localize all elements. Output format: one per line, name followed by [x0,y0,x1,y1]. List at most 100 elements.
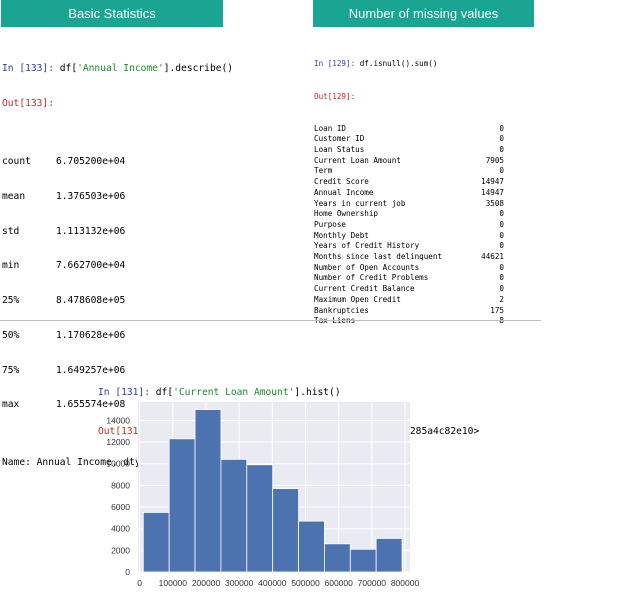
out-prompt: Out[129]: [314,91,356,101]
stat-value: 6.705200e+04 [56,155,126,167]
missing-count: 2 [499,294,504,304]
y-axis-ticks: 0 2000 4000 6000 8000 10000 12000 14000 [106,415,130,577]
stat-value: 1.170628e+06 [56,329,126,341]
missing-row: Loan Status 0 [314,145,504,156]
missing-count: 0 [499,273,504,283]
stat-key: std [2,225,20,237]
stat-value: 8.478608e+05 [56,295,126,307]
column-name: Number of Open Accounts [314,262,420,272]
stat-row: min 7.662700e+04 [2,260,233,272]
missing-row: Annual Income 14947 [314,188,504,199]
histogram-bar [298,520,325,573]
stat-key: 25% [2,295,20,307]
missing-row: Years of Credit History 0 [314,241,504,252]
code-string: 'Annual Income' [77,63,164,75]
y-tick-label: 12000 [106,437,130,447]
histogram-bar [142,512,170,573]
in-prompt: In [133]: [2,63,54,75]
stat-key: mean [2,190,26,202]
missing-row: Years in current job 3508 [314,199,504,210]
missing-count: 7905 [485,155,504,165]
missing-row: Customer ID 0 [314,134,504,145]
in-prompt: In [131]: [98,387,150,398]
stat-row: 25% 8.478608e+05 [2,295,233,307]
histogram-bar [324,543,351,573]
x-tick-label: 800000 [391,578,420,588]
y-tick-label: 6000 [111,502,130,512]
stat-value: 1.113132e+06 [56,225,126,237]
missing-count: 0 [499,262,504,272]
missing-count: 175 [490,305,504,315]
column-name: Tax Liens [314,316,499,327]
missing-count: 0 [499,123,504,133]
x-tick-label: 200000 [192,578,221,588]
stat-row: 50% 1.170628e+06 [2,330,233,342]
stats-rows: count 6.705200e+04 mean 1.376503e+06 std 1.… [2,133,233,434]
missing-rows: Loan ID 0 Customer ID 0 Loan Status 0 Current … [314,124,504,327]
column-name: Current Loan Amount [314,155,401,165]
stat-key: count [2,155,31,167]
code: df[ [155,387,174,398]
code: ].describe() [163,63,234,75]
missing-row: Number of Credit Problems 0 [314,273,504,284]
x-tick-label: 500000 [291,578,320,588]
missing-row: Maximum Open Credit 2 [314,295,504,306]
stat-key: min [2,260,20,272]
histogram-bar [220,458,248,573]
histogram-bar [349,548,377,573]
in-prompt: In [129]: [314,59,356,69]
x-tick-label: 700000 [358,578,387,588]
histogram-bar [194,409,222,573]
column-name: Loan ID [314,123,347,133]
column-name: Months since last delinquent [314,252,443,262]
histogram-bar [246,464,274,573]
describe-cell: In [133]: df[ 'Annual Income'].describe()… [2,40,233,481]
column-name: Bankruptcies [314,305,369,315]
column-name: Customer ID [314,134,365,144]
missing-count: 0 [499,219,504,229]
out-prompt: Out[133]: [2,97,54,109]
stat-key: 75% [2,364,20,376]
histogram-bar [272,488,299,573]
missing-row: Purpose 0 [314,220,504,231]
missing-count: 3508 [485,198,504,208]
stat-key: 50% [2,329,20,341]
y-tick-label: 10000 [106,459,130,469]
x-tick-label: 100000 [159,578,188,588]
stat-value: 1.649257e+06 [56,364,126,376]
stat-row: count 6.705200e+04 [2,156,233,168]
column-name: Monthly Debt [314,230,369,240]
missing-count: 0 [499,145,504,155]
section-divider [0,320,541,321]
column-name: Maximum Open Credit [314,294,401,304]
missing-row: Tax Liens8 [314,316,504,327]
missing-count: 44621 [481,252,504,262]
column-name: Loan Status [314,145,365,155]
column-name: Years in current job [314,198,406,208]
missing-count: 14947 [481,177,504,187]
stat-value: 1.376503e+06 [56,190,126,202]
missing-row: Term 0 [314,166,504,177]
code-string: 'Current Loan Amount' [173,387,295,398]
missing-row: Credit Score 14947 [314,177,504,188]
missing-count: 0 [499,166,504,176]
stat-key: max [2,399,20,411]
missing-count: 14947 [481,187,504,197]
histogram-bar [168,438,196,573]
out-prompt: Out[131]: [98,426,150,437]
missing-count: 0 [499,209,504,219]
stat-value: 1.655574e+08 [56,399,126,411]
y-tick-label: 14000 [106,415,130,425]
missing-values-banner: Number of missing values [313,0,534,27]
x-tick-label: 0 [137,578,142,588]
column-name: Annual Income [314,187,374,197]
column-name: Purpose [314,219,347,229]
column-name: Home Ownership [314,209,379,219]
code: df.isnull().sum() [359,59,438,69]
missing-row: Home Ownership 0 [314,209,504,220]
hist-input-line: In [131]: df['Current Loan Amount'].hist… [98,386,479,399]
y-tick-label: 4000 [111,524,130,534]
missing-row: Monthly Debt 0 [314,231,504,242]
stat-row: mean 1.376503e+06 [2,191,233,203]
column-name: Current Credit Balance [314,284,415,294]
